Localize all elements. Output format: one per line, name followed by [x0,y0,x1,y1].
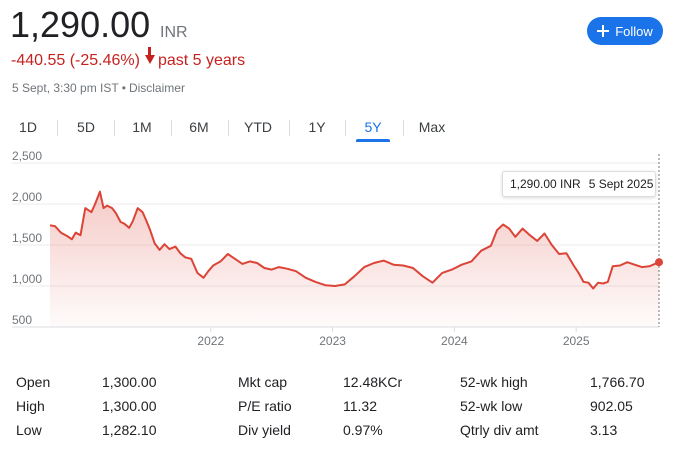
tab-1m[interactable]: 1M [132,119,152,135]
timestamp: 5 Sept, 3:30 pm IST [12,81,119,95]
stat-value: 1,766.70 [590,374,645,390]
stat-label: Low [16,422,42,438]
price-area [50,191,659,327]
stat-value: 1,300.00 [102,398,157,414]
tab-5d[interactable]: 5D [77,119,95,135]
y-tick-label: 500 [12,313,32,327]
y-tick-label: 2,000 [12,190,42,204]
change-value: -440.55 (-25.46%) [11,52,140,69]
x-tick-label: 2024 [441,334,468,348]
stat-label: 52-wk low [460,398,523,414]
stat-value: 0.97% [343,422,383,438]
tab-ytd[interactable]: YTD [244,119,272,135]
stat-value: 1,282.10 [102,422,157,438]
tab-5y[interactable]: 5Y [356,112,390,142]
y-tick-label: 1,500 [12,231,42,245]
x-tick-label: 2025 [563,334,590,348]
meta-separator: • [121,81,126,95]
tooltip-price: 1,290.00 INR [510,177,581,191]
stat-value: 12.48KCr [343,374,403,390]
change-period: past 5 years [157,52,246,69]
disclaimer-link[interactable]: Disclaimer [128,81,185,95]
x-tick-label: 2022 [197,334,224,348]
x-tick-label: 2023 [319,334,346,348]
tab-1y[interactable]: 1Y [308,119,326,135]
tooltip-date: 5 Sept 2025 [588,177,654,191]
current-price: 1,290.00 [10,4,151,45]
y-tick-label: 1,000 [12,272,42,286]
hover-tooltip: 1,290.00 INR 5 Sept 2025 [502,171,656,197]
stat-label: 52-wk high [460,374,528,390]
stat-label: Open [16,374,51,390]
tab-6m[interactable]: 6M [189,119,209,135]
stat-value: 11.32 [343,398,377,414]
price-chart[interactable]: 2,500 2,000 1,500 1,000 500 2022 2023 2024 2025 [0,150,682,350]
follow-button[interactable]: Follow [587,17,663,45]
y-tick-label: 2,500 [12,150,42,163]
stat-value: 3.13 [590,422,618,438]
current-point-marker [655,258,663,267]
timestamp-line: 5 Sept, 3:30 pm IST • Disclaimer [12,81,185,95]
price-line [49,190,660,290]
stat-value: 1,300.00 [102,374,157,390]
stat-value: 902.05 [590,398,633,414]
tab-1d[interactable]: 1D [19,119,37,135]
stat-label: Qtrly div amt [460,422,539,438]
stat-label: Div yield [238,422,291,438]
price-change: -440.55 (-25.46%) past 5 years [11,47,246,70]
range-tabs: 1D 5D 1M 6M YTD 1Y 5Y Max [0,112,682,144]
stat-label: Mkt cap [238,374,288,390]
tab-max[interactable]: Max [418,119,446,135]
stat-label: High [16,398,45,414]
arrow-down-icon [144,47,155,64]
follow-label: Follow [615,23,653,39]
plus-icon [597,25,610,37]
currency-label: INR [160,24,188,41]
stat-label: P/E ratio [238,398,292,414]
